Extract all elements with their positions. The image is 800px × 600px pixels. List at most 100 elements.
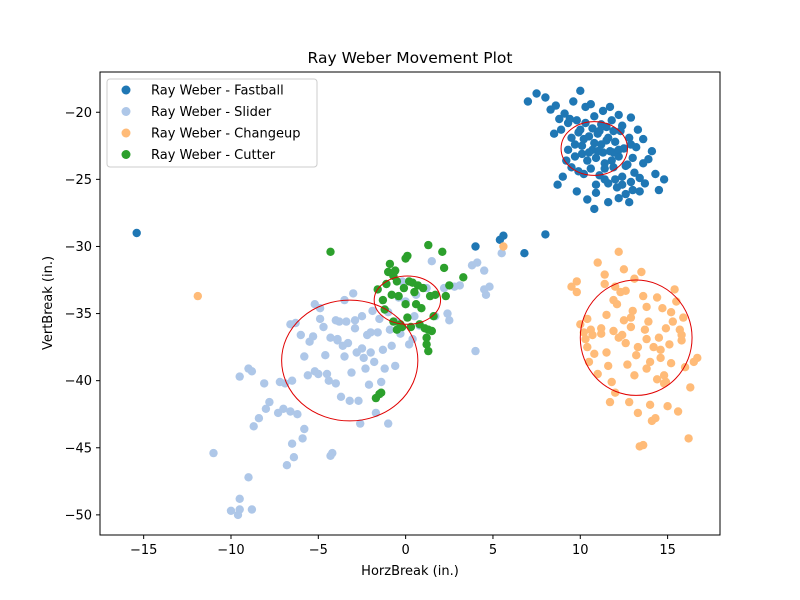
data-point [340,352,349,361]
data-point [619,265,629,274]
data-point [595,126,604,136]
data-point [403,313,412,322]
data-point [626,113,636,122]
data-point [410,312,419,321]
data-point [333,336,342,345]
data-point [626,140,636,149]
data-point [370,357,379,367]
data-point [471,242,480,251]
data-point [298,434,307,443]
data-point [593,258,602,267]
data-point [639,291,648,301]
y-tick-label: −35 [65,307,92,322]
y-tick-label: −50 [65,508,92,523]
data-point [399,283,409,293]
data-point [357,344,367,353]
data-point [639,440,648,450]
data-point [618,121,627,130]
data-point [623,360,632,369]
data-point [572,187,581,196]
data-point [357,312,367,321]
data-point [686,383,695,392]
data-point [382,279,391,289]
data-point [632,351,641,360]
data-point [635,187,644,196]
series-0 [132,86,669,258]
data-point [605,397,615,407]
data-point [583,156,592,165]
data-point [614,110,623,120]
data-point [541,230,550,239]
data-point [315,314,325,324]
data-point [497,249,506,258]
data-point [626,177,636,187]
data-point [226,506,236,515]
data-point [652,293,662,302]
data-point [441,291,450,301]
data-point [626,322,636,332]
data-point [600,164,609,173]
y-tick-label: −40 [65,374,92,389]
data-point [570,140,580,149]
data-point [296,330,305,340]
data-point [668,317,677,326]
data-point [593,369,602,379]
legend-marker [121,150,131,159]
data-point [630,168,639,177]
data-point [322,369,332,379]
data-point [389,271,398,281]
data-point [424,325,433,334]
x-axis-label: HorzBreak (in.) [361,564,459,579]
data-point [602,310,611,320]
y-tick-label: −20 [65,106,92,121]
data-point [619,316,629,325]
data-point [424,346,433,356]
data-point [371,408,381,418]
data-point [247,505,257,514]
data-point [541,93,550,102]
data-point [597,324,606,333]
data-point [391,361,400,371]
data-point [356,419,365,428]
data-point [633,408,643,418]
data-point [326,247,335,256]
data-point [583,342,592,352]
data-point [656,345,665,354]
data-point [480,266,489,275]
data-point [614,145,623,154]
legend-label: Ray Weber - Changeup [151,127,300,142]
data-point [677,330,686,340]
data-point [652,375,662,384]
data-point [661,324,671,333]
data-point [640,325,650,334]
data-point [319,322,328,332]
data-point [625,198,634,207]
data-point [403,251,412,261]
data-point [289,453,299,462]
data-point [614,194,623,203]
data-point [335,317,344,326]
x-tick-label: 15 [659,543,676,558]
data-point [591,188,601,197]
data-point [336,392,346,401]
data-point [625,397,634,407]
data-point [310,367,319,376]
ellipse-series-1 [281,299,419,422]
data-point [605,102,615,112]
data-point [293,410,302,419]
data-point [499,231,508,240]
data-point [287,376,297,385]
data-point [607,156,616,165]
data-point [342,317,351,326]
data-point [377,377,386,387]
data-point [555,114,564,124]
data-point [427,257,436,266]
data-point [583,314,592,324]
plot-area [132,86,702,520]
data-point [576,320,585,329]
data-point [485,282,494,291]
data-point [618,172,627,181]
series-1 [209,249,506,520]
data-point [639,159,648,168]
